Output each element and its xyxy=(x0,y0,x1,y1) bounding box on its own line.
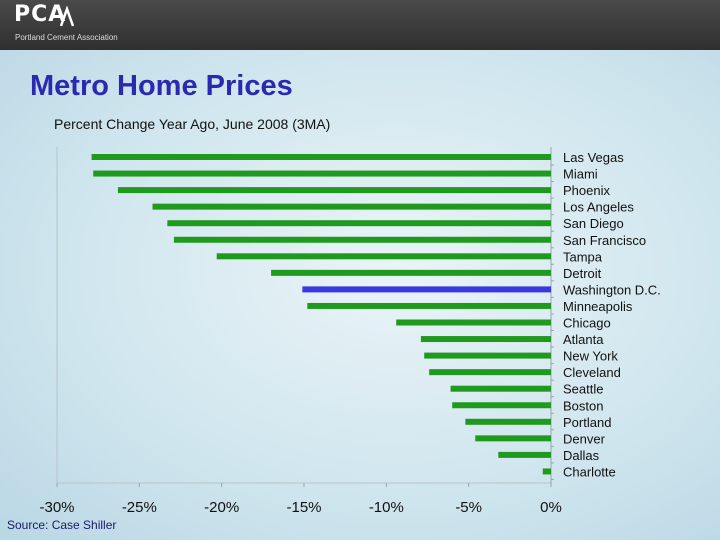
bar-portland xyxy=(465,418,551,425)
bar-miami xyxy=(93,170,551,177)
x-tick-label: 0% xyxy=(540,499,562,516)
bar-los-angeles xyxy=(152,203,552,210)
bar-dallas xyxy=(498,451,551,458)
bar-san-diego xyxy=(167,220,551,227)
bar-charlotte xyxy=(542,468,551,475)
category-label: Portland xyxy=(563,415,611,430)
bar-boston xyxy=(452,402,551,409)
category-label: Boston xyxy=(563,398,603,413)
x-tick-label: -30% xyxy=(39,499,74,516)
x-tick-label: -5% xyxy=(455,499,482,516)
header-bar: PCA Portland Cement Association xyxy=(0,0,720,50)
bar-detroit xyxy=(271,269,551,276)
bar-chicago xyxy=(396,319,551,326)
category-label: Denver xyxy=(563,431,606,446)
bar-san-francisco xyxy=(173,236,551,243)
logo-subtitle: Portland Cement Association xyxy=(15,33,118,42)
bar-atlanta xyxy=(420,336,551,343)
chart-subtitle: Percent Change Year Ago, June 2008 (3MA) xyxy=(54,116,331,132)
category-label: Washington D.C. xyxy=(563,282,661,297)
category-label: San Diego xyxy=(563,216,624,231)
x-tick-label: -20% xyxy=(204,499,239,516)
category-label: Minneapolis xyxy=(563,299,633,314)
category-label: Charlotte xyxy=(563,464,616,479)
bar-seattle xyxy=(450,385,551,392)
category-label: Dallas xyxy=(563,448,600,463)
category-label: Miami xyxy=(563,167,598,182)
bar-las-vegas xyxy=(91,154,551,160)
logo-swoosh-icon xyxy=(60,6,74,27)
bar-washington-d-c xyxy=(302,286,551,293)
category-label: Tampa xyxy=(563,249,603,264)
bar-cleveland xyxy=(429,369,551,376)
bar-phoenix xyxy=(117,187,551,194)
category-label: San Francisco xyxy=(563,233,646,248)
category-label: Phoenix xyxy=(563,183,610,198)
x-tick-label: -10% xyxy=(369,499,404,516)
category-label: Atlanta xyxy=(563,332,604,347)
category-label: Las Vegas xyxy=(563,150,624,165)
category-label: New York xyxy=(563,349,618,364)
category-label: Los Angeles xyxy=(563,200,634,215)
slide-background xyxy=(0,50,720,540)
bar-minneapolis xyxy=(307,302,551,309)
logo: PCA xyxy=(14,2,67,27)
category-label: Detroit xyxy=(563,266,602,281)
bar-new-york xyxy=(424,352,551,359)
category-label: Chicago xyxy=(563,316,611,331)
x-tick-label: -15% xyxy=(286,499,321,516)
category-label: Cleveland xyxy=(563,365,621,380)
category-label: Seattle xyxy=(563,382,603,397)
slide-title: Metro Home Prices xyxy=(30,70,293,102)
bar-denver xyxy=(475,435,551,442)
x-tick-label: -25% xyxy=(122,499,157,516)
source-note: Source: Case Shiller xyxy=(7,518,117,532)
bar-tampa xyxy=(216,253,551,260)
